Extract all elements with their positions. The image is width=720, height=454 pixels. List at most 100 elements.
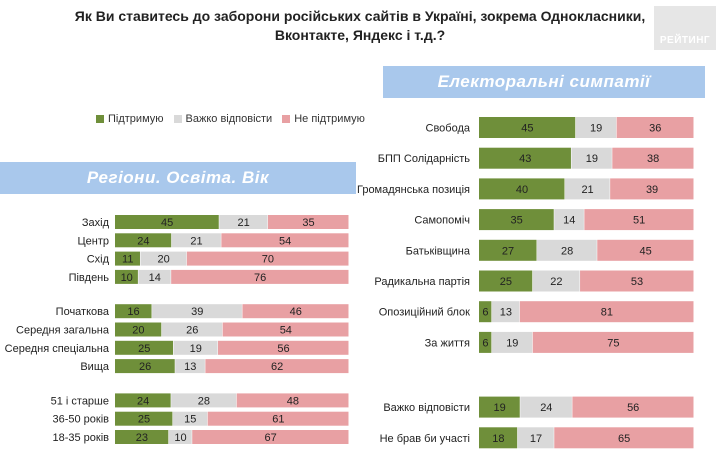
left-bar-segment-hard-to-say bbox=[171, 233, 221, 248]
right-bar-segment-hard-to-say bbox=[491, 331, 533, 353]
left-category-label: 51 і старше bbox=[51, 395, 109, 407]
right-bar-segment-not-support bbox=[612, 147, 694, 169]
right-bar-segment-support bbox=[479, 301, 492, 323]
right-category-label: Важко відповісти bbox=[383, 402, 470, 414]
right-category-label: Самопоміч bbox=[414, 215, 470, 227]
right-category-label: БПП Солідарність bbox=[378, 153, 470, 165]
right-bar-value-label: 22 bbox=[550, 276, 562, 288]
chart-title-line-2: Вконтакте, Яндекс і т.д.? bbox=[274, 27, 446, 43]
left-bar-segment-not-support bbox=[242, 304, 349, 319]
legend-item-not-support: Не підтримую bbox=[282, 113, 365, 125]
legend-swatch-support bbox=[96, 115, 104, 123]
right-bar-segment-hard-to-say bbox=[517, 427, 554, 449]
right-bar-value-label: 18 bbox=[492, 433, 504, 445]
left-bar-segment-hard-to-say bbox=[175, 359, 205, 374]
left-bar-value-label: 10 bbox=[121, 272, 133, 284]
right-bar-value-label: 19 bbox=[590, 123, 602, 135]
left-bar-value-label: 11 bbox=[122, 254, 133, 266]
left-bar-segment-support bbox=[115, 359, 175, 374]
left-bar-segment-not-support bbox=[222, 322, 349, 337]
right-bar-segment-support bbox=[479, 147, 571, 169]
right-bar-segment-not-support bbox=[554, 427, 694, 449]
left-bar-value-label: 19 bbox=[190, 343, 202, 355]
right-bar-segment-hard-to-say bbox=[571, 147, 612, 169]
right-bar-value-label: 53 bbox=[631, 276, 643, 288]
right-bar-value-label: 19 bbox=[586, 153, 598, 165]
left-category-label: Південь bbox=[69, 272, 110, 284]
left-bar-value-label: 67 bbox=[264, 432, 276, 444]
right-bar-segment-hard-to-say bbox=[554, 209, 584, 231]
legend-item-support: Підтримую bbox=[96, 113, 164, 125]
right-bar-value-label: 25 bbox=[500, 276, 512, 288]
section-banner-regions: Регіони. Освіта. Вік bbox=[0, 162, 356, 194]
left-bar-segment-hard-to-say bbox=[138, 269, 171, 284]
left-bar-value-label: 26 bbox=[139, 361, 151, 373]
right-bar-value-label: 35 bbox=[511, 215, 523, 227]
left-bar-segment-hard-to-say bbox=[173, 340, 218, 355]
legend-label-support: Підтримую bbox=[108, 113, 164, 125]
right-bar-value-label: 21 bbox=[581, 184, 593, 196]
left-bar-segment-support bbox=[115, 304, 152, 319]
legend-label-not-support: Не підтримую bbox=[294, 113, 365, 125]
left-bar-value-label: 21 bbox=[237, 217, 249, 229]
right-category-label: Громадянська позиція bbox=[357, 184, 470, 196]
left-bar-value-label: 25 bbox=[138, 343, 150, 355]
left-bar-segment-hard-to-say bbox=[172, 411, 208, 426]
left-bar-value-label: 45 bbox=[161, 217, 173, 229]
left-bar-segment-not-support bbox=[192, 430, 349, 444]
left-bar-segment-support bbox=[115, 430, 169, 444]
chart-title-line-1: Як Ви ставитесь до заборони російських с… bbox=[74, 8, 646, 24]
left-bar-value-label: 20 bbox=[132, 325, 144, 337]
left-bar-value-label: 48 bbox=[287, 395, 299, 407]
left-bar-value-label: 28 bbox=[198, 395, 210, 407]
left-bar-value-label: 70 bbox=[262, 254, 274, 266]
left-bar-segment-support bbox=[115, 215, 219, 229]
left-bar-value-label: 21 bbox=[190, 235, 202, 247]
left-bar-segment-not-support bbox=[186, 251, 349, 266]
left-bar-segment-hard-to-say bbox=[219, 215, 268, 229]
right-bar-segment-support bbox=[479, 427, 518, 449]
left-bar-value-label: 24 bbox=[137, 395, 149, 407]
right-bar-segment-hard-to-say bbox=[520, 396, 572, 418]
legend-swatch-hard-to-say bbox=[173, 115, 182, 123]
left-bar-value-label: 54 bbox=[279, 235, 291, 247]
right-bar-value-label: 36 bbox=[649, 123, 661, 135]
left-category-label: Захід bbox=[82, 217, 110, 229]
left-bar-segment-support bbox=[115, 251, 140, 266]
left-bar-segment-support bbox=[115, 393, 171, 408]
left-bar-value-label: 54 bbox=[280, 325, 292, 337]
right-bar-segment-hard-to-say bbox=[565, 178, 610, 200]
right-category-label: Опозиційний блок bbox=[379, 307, 470, 319]
left-bar-value-label: 23 bbox=[136, 432, 148, 444]
right-bar-segment-support bbox=[479, 178, 565, 200]
left-bar-value-label: 20 bbox=[158, 254, 170, 266]
right-bar-segment-not-support bbox=[580, 270, 694, 292]
right-bar-value-label: 56 bbox=[627, 402, 639, 414]
legend-label-hard-to-say: Важко відповісти bbox=[185, 113, 273, 125]
right-bar-value-label: 14 bbox=[563, 215, 575, 227]
legend: Підтримую Важко відповісти Не підтримую bbox=[96, 113, 365, 125]
left-bar-segment-hard-to-say bbox=[152, 304, 242, 319]
left-bar-value-label: 25 bbox=[138, 414, 150, 426]
right-category-label: Не брав би участі bbox=[380, 433, 470, 445]
left-bar-segment-support bbox=[115, 340, 173, 355]
left-bar-value-label: 46 bbox=[290, 306, 302, 318]
right-bar-segment-not-support bbox=[532, 331, 694, 353]
right-bar-segment-hard-to-say bbox=[491, 301, 520, 323]
left-bar-value-label: 14 bbox=[149, 272, 161, 284]
right-bar-segment-not-support bbox=[597, 239, 694, 261]
left-bar-value-label: 56 bbox=[277, 343, 289, 355]
left-bar-segment-hard-to-say bbox=[140, 251, 187, 266]
right-bar-value-label: 43 bbox=[519, 153, 531, 165]
left-bar-value-label: 61 bbox=[272, 414, 284, 426]
right-bar-segment-not-support bbox=[610, 178, 694, 200]
left-bar-value-label: 26 bbox=[186, 325, 198, 337]
left-bar-segment-not-support bbox=[171, 269, 349, 284]
left-bar-value-label: 35 bbox=[302, 217, 314, 229]
right-bar-value-label: 17 bbox=[530, 433, 542, 445]
left-bar-segment-not-support bbox=[236, 393, 349, 408]
right-bar-segment-support bbox=[479, 209, 554, 231]
right-category-label: Батьківщина bbox=[406, 245, 471, 257]
right-bar-segment-hard-to-say bbox=[532, 270, 580, 292]
right-bar-segment-not-support bbox=[572, 396, 694, 418]
